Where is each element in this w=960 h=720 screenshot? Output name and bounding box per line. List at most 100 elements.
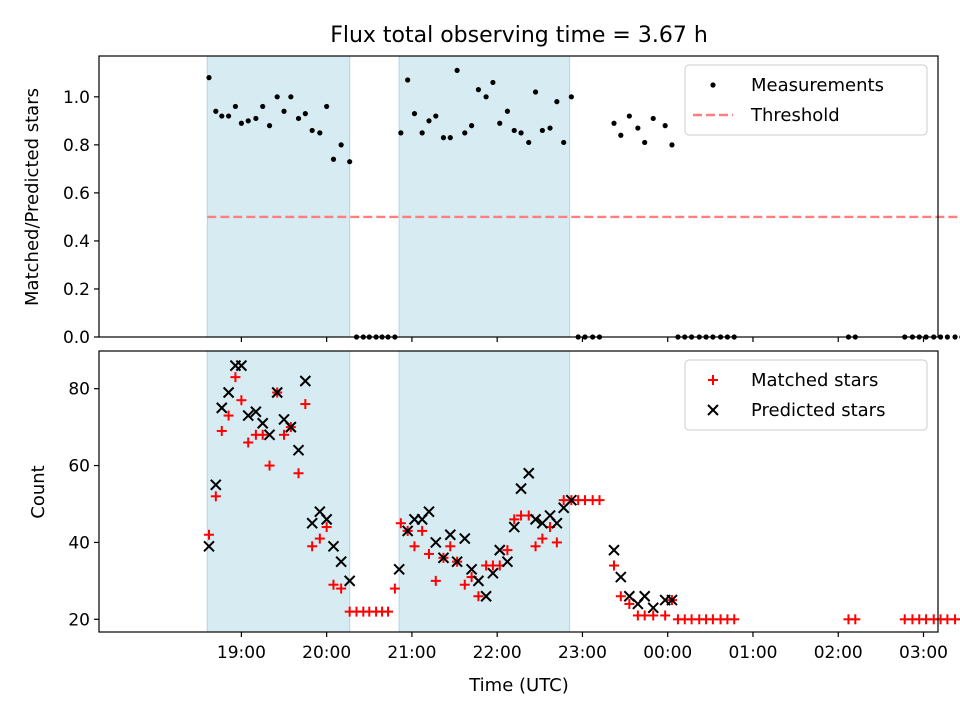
x-b [430, 536, 442, 549]
x-b [343, 575, 356, 587]
predicted-star-point [257, 417, 269, 429]
x-b [271, 386, 283, 399]
matched-star-point [445, 541, 456, 552]
measurement-point [232, 103, 239, 110]
predicted-star-point [430, 536, 442, 549]
predicted-star-point [487, 567, 499, 579]
predicted-star-point [250, 406, 262, 418]
matched-star-point [383, 606, 394, 617]
x-b [501, 555, 514, 568]
x-b [203, 540, 215, 552]
matched-star-point [459, 579, 470, 590]
matched-star-point [409, 541, 420, 552]
matched-star-point [314, 533, 325, 544]
y-tick-label: 60 [68, 457, 90, 477]
predicted-star-point [551, 517, 563, 529]
top-y-axis-label: Matched/Predicted stars [22, 88, 43, 306]
x-b [210, 479, 222, 491]
y-tick-label: 0.0 [63, 328, 90, 348]
predicted-star-point [508, 521, 520, 533]
legend-frame [684, 359, 928, 431]
matched-star-point [430, 575, 441, 586]
x-b [623, 590, 636, 602]
measurement-point [274, 94, 280, 100]
predicted-star-point [292, 444, 305, 456]
matched-star-point [594, 495, 605, 506]
x-b [487, 567, 499, 579]
top-panel: 0.0 0.2 0.4 0.6 0.8 1.0 Measurements Threshold [63, 55, 960, 348]
matched-star-point [336, 583, 347, 594]
x-b [544, 509, 556, 522]
measurement-point [554, 99, 560, 105]
matched-star-point [956, 618, 960, 621]
measurement-point [561, 139, 567, 146]
measurement-point [518, 130, 524, 136]
measurement-point [260, 103, 266, 110]
measurement-point [281, 108, 287, 114]
matched-star-point [230, 372, 241, 383]
predicted-star-point [459, 532, 471, 545]
measurement-point [324, 103, 330, 110]
legend: Matched stars Predicted stars [684, 359, 928, 431]
matched-star-point [423, 548, 434, 559]
predicted-star-point [480, 590, 492, 602]
matched-star-point [624, 598, 635, 609]
x-b [320, 513, 333, 526]
x-b [235, 359, 248, 372]
bottom-y-axis-label: Count [28, 465, 49, 518]
y-tick-label: 1.0 [63, 88, 90, 108]
measurement-point [330, 156, 337, 162]
measurement-point [347, 159, 353, 165]
x-b [314, 505, 326, 518]
measurement-point [469, 123, 475, 129]
matched-star-point [389, 583, 400, 594]
x-b [263, 429, 276, 441]
measurement-point [662, 123, 668, 129]
plot-frame [98, 55, 939, 338]
x-b [508, 521, 520, 533]
measurement-point [219, 113, 225, 119]
legend-label: Matched stars [751, 370, 878, 391]
x-b [515, 482, 527, 495]
x-b [647, 602, 659, 614]
measurement-point [952, 334, 958, 340]
x-b [459, 532, 471, 545]
y-tick-label: 80 [68, 380, 90, 400]
predicted-star-point [451, 555, 463, 568]
legend-measurement-marker [710, 82, 716, 88]
x-b [257, 417, 269, 429]
matched-star-point [321, 522, 332, 533]
measurement-point [532, 89, 539, 95]
matched-star-point [417, 525, 428, 536]
legend: Measurements Threshold [684, 64, 928, 136]
x-b [666, 594, 678, 606]
measurement-point [302, 111, 308, 117]
predicted-star-point [222, 386, 235, 399]
x-tick-label: 21:00 [387, 643, 436, 663]
matched-star-point [729, 614, 740, 625]
measurement-point [635, 125, 641, 131]
measurement-point [454, 67, 460, 74]
measurement-point [618, 132, 624, 138]
plot-frame [98, 350, 939, 633]
measurement-point [539, 127, 545, 134]
predicted-star-point [401, 525, 414, 537]
shaded-interval [398, 350, 571, 633]
legend-frame [684, 64, 928, 136]
x-b [216, 402, 228, 414]
y-tick-label: 20 [68, 610, 90, 630]
predicted-star-point [263, 429, 276, 441]
x-b [472, 575, 485, 587]
predicted-star-point [465, 563, 478, 576]
x-tick-label: 00:00 [643, 643, 692, 663]
predicted-star-point [437, 552, 450, 564]
predicted-star-point [235, 359, 248, 372]
measurement-point [669, 142, 675, 148]
predicted-star-point [335, 555, 347, 568]
measurement-point [433, 113, 439, 119]
measurement-point [213, 108, 219, 114]
x-tick-label: 03:00 [899, 643, 948, 663]
shaded-interval [206, 55, 351, 338]
legend-label: Threshold [750, 105, 840, 126]
